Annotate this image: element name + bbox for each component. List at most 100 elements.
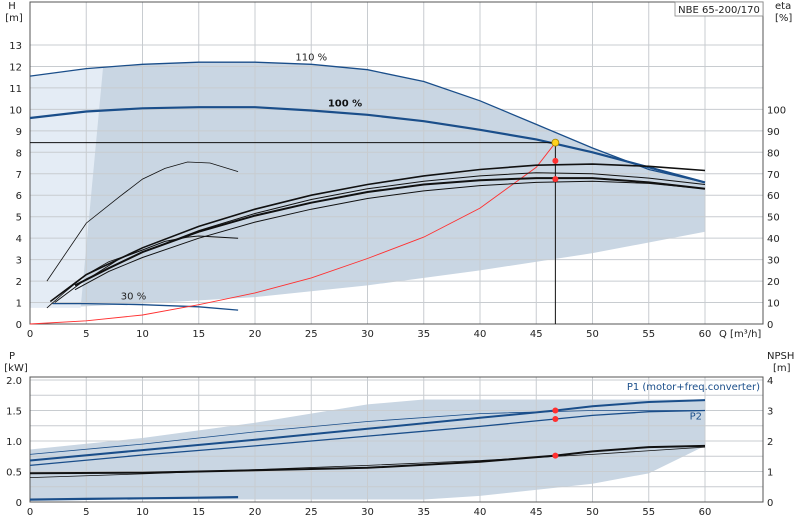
power-series-2: [29, 444, 706, 475]
head-series-0: [29, 61, 706, 184]
y-right-tick-label: 40: [767, 234, 780, 245]
plot-frame: [29, 376, 764, 503]
y-right-tick-label: 4: [767, 376, 773, 387]
x-tick-label: 35: [417, 507, 430, 518]
operating-point-marker: [551, 138, 560, 147]
efficiency-point-marker: [552, 176, 559, 183]
y-left-tick-label: 0.5: [6, 468, 22, 479]
x-tick-label: 55: [642, 329, 655, 340]
x-tick-label: 45: [530, 329, 543, 340]
y-left-tick-label: 7: [16, 170, 22, 181]
head-chart: 0 5 10 15 20 25 30 35 40 45 50 55 60 Q [m³/h]01234567…: [5, 1, 792, 340]
x-tick-label: 10: [136, 507, 149, 518]
y-right-tick-label: 20: [767, 277, 780, 288]
y-right-tick-label: 70: [767, 170, 780, 181]
power-series-3: [29, 496, 239, 501]
y-left-tick-label: 1.5: [6, 407, 22, 418]
y-left-axis-label: P: [9, 351, 15, 362]
low-flow-band: [30, 66, 104, 308]
head-series-1: [29, 106, 706, 184]
series-label-p1: P1 (motor+freq.converter): [627, 382, 760, 393]
head-series-10: [46, 249, 143, 309]
series-label-p2: P2: [690, 412, 702, 423]
power-point-marker: [552, 407, 559, 414]
y-right-axis-unit: [m]: [773, 363, 791, 374]
head-series-9: [46, 161, 239, 282]
x-tick-label: 60: [699, 507, 712, 518]
x-tick-label: 20: [249, 329, 262, 340]
head-series-8: [86, 235, 239, 281]
x-tick-label: 50: [586, 507, 599, 518]
head-series-7: [74, 180, 706, 291]
x-tick-label: 55: [642, 507, 655, 518]
x-tick-label: 30: [361, 507, 374, 518]
title-box: [674, 1, 764, 17]
y-left-axis-unit: [m]: [5, 13, 23, 24]
y-left-tick-label: 10: [9, 105, 22, 116]
power-point-marker: [552, 452, 559, 459]
x-tick-label: 5: [83, 507, 89, 518]
plot-frame: [29, 1, 764, 325]
y-right-axis-unit: [%]: [775, 13, 792, 24]
y-right-tick-label: 30: [767, 256, 780, 267]
annotation-100: 100 %: [328, 98, 362, 109]
y-right-tick-label: 0: [767, 320, 773, 331]
y-left-axis-label: H: [8, 1, 16, 12]
x-tick-label: 15: [192, 329, 205, 340]
x-tick-label: 30: [361, 329, 374, 340]
x-tick-label: 10: [136, 329, 149, 340]
head-series-3: [29, 142, 556, 325]
chart-title: NBE 65-200/170: [678, 5, 760, 16]
y-left-tick-label: 6: [16, 191, 22, 202]
power-series-0: [29, 399, 706, 462]
y-left-tick-label: 2: [16, 277, 22, 288]
y-left-tick-label: 8: [16, 148, 22, 159]
x-tick-label: 50: [586, 329, 599, 340]
y-left-tick-label: 9: [16, 127, 22, 138]
x-tick-label: 25: [305, 329, 318, 340]
y-left-tick-label: 0: [16, 320, 22, 331]
x-axis-label: Q [m³/h]: [719, 329, 761, 340]
y-left-tick-label: 2.0: [6, 376, 22, 387]
y-right-tick-label: 50: [767, 213, 780, 224]
power-series-1: [29, 409, 706, 467]
y-right-tick-label: 60: [767, 191, 780, 202]
y-left-tick-label: 12: [9, 62, 22, 73]
x-tick-label: 60: [699, 329, 712, 340]
efficiency-point-marker: [552, 157, 559, 164]
annotation-110: 110 %: [295, 52, 327, 63]
x-tick-label: 15: [192, 507, 205, 518]
y-left-tick-label: 5: [16, 213, 22, 224]
y-left-tick-label: 13: [9, 41, 22, 52]
y-right-tick-label: 1: [767, 468, 773, 479]
x-tick-label: 25: [305, 507, 318, 518]
y-right-tick-label: 2: [767, 437, 773, 448]
y-right-tick-label: 80: [767, 148, 780, 159]
head-series-2: [52, 302, 239, 311]
y-left-axis-unit: [kW]: [4, 363, 28, 374]
y-right-tick-label: 90: [767, 127, 780, 138]
x-tick-label: 45: [530, 507, 543, 518]
x-tick-label: 35: [417, 329, 430, 340]
y-right-tick-label: 3: [767, 407, 773, 418]
x-tick-label: 40: [474, 507, 487, 518]
head-series-4: [49, 163, 706, 303]
y-right-axis-label: eta: [775, 1, 791, 12]
power-chart: P1 (motor+freq.converter)P20 5 10 15 20 25 30 3…: [4, 351, 794, 518]
y-right-axis-label: NPSH: [767, 351, 794, 362]
y-right-tick-label: 100: [767, 105, 786, 116]
power-point-marker: [552, 416, 559, 423]
y-right-tick-label: 0: [767, 498, 773, 509]
x-tick-label: 40: [474, 329, 487, 340]
x-tick-label: 5: [83, 329, 89, 340]
y-left-tick-label: 11: [9, 84, 22, 95]
y-left-tick-label: 4: [16, 234, 22, 245]
y-left-tick-label: 1: [16, 299, 22, 310]
y-left-tick-label: 0: [16, 498, 22, 509]
y-left-tick-label: 1.0: [6, 437, 22, 448]
power-series-aux: [29, 410, 705, 455]
x-tick-label: 0: [27, 329, 33, 340]
annotation-30: 30 %: [121, 291, 146, 302]
x-tick-label: 0: [27, 507, 33, 518]
